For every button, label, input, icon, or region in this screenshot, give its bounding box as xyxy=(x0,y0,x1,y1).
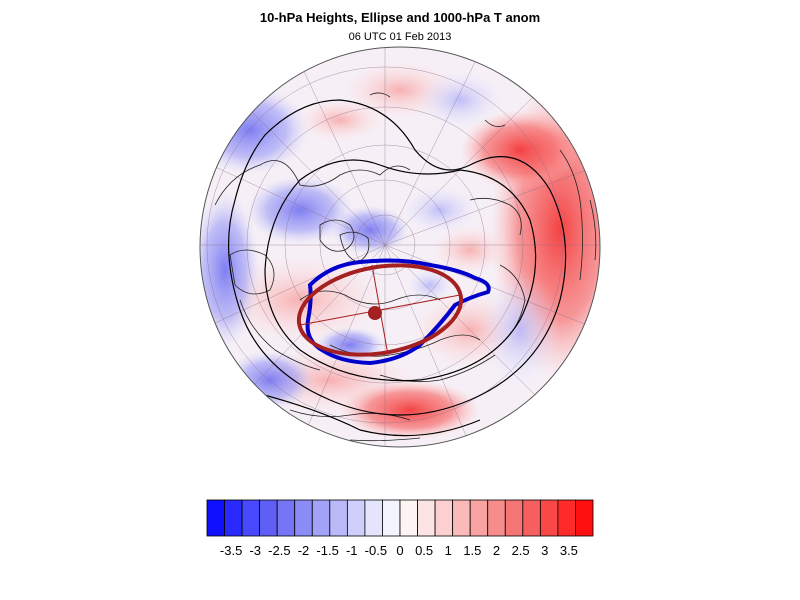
colorbar-swatch xyxy=(399,499,418,537)
colorbar-tick-label: 2.5 xyxy=(512,543,530,558)
colorbar-swatch xyxy=(206,499,225,537)
colorbar-tick-label: 0.5 xyxy=(415,543,433,558)
colorbar-swatch xyxy=(539,499,559,537)
map-subtitle: 06 UTC 01 Feb 2013 xyxy=(348,31,452,43)
colorbar-swatch xyxy=(434,499,454,537)
colorbar-swatch xyxy=(364,499,383,537)
colorbar-swatch xyxy=(504,499,524,537)
colorbar-tick-label: -1 xyxy=(346,543,358,558)
colorbar-tick-label: 2 xyxy=(493,543,500,558)
colorbar-swatch xyxy=(557,499,576,537)
colorbar-swatch xyxy=(382,499,401,537)
colorbar-swatch xyxy=(294,499,313,537)
colorbar-labels: -3.5 -3 -2.5 -2 -1.5 -1 -0.5 0 0.5 1 1.5 2 2.5 3 3.5 xyxy=(220,543,578,558)
colorbar-tick-label: -3.5 xyxy=(220,543,242,558)
height-contour-inner xyxy=(264,159,537,382)
colorbar-tick-label: 3.5 xyxy=(560,543,578,558)
colorbar-tick-label: 1 xyxy=(445,543,452,558)
colorbar-tick-label: -3 xyxy=(249,543,261,558)
colorbar-swatch xyxy=(346,499,366,537)
colorbar-tick-label: -2.5 xyxy=(268,543,290,558)
colorbar-swatch xyxy=(224,499,243,537)
colorbar-swatch xyxy=(487,499,506,537)
colorbar-tick-label: -2 xyxy=(298,543,310,558)
ellipse-center-marker xyxy=(368,306,382,320)
colorbar-swatch xyxy=(417,499,436,537)
colorbar-swatch xyxy=(469,499,489,537)
colorbar-tick-label: -1.5 xyxy=(316,543,338,558)
map-title: 10-hPa Heights, Ellipse and 1000-hPa T a… xyxy=(259,10,541,25)
colorbar-swatch xyxy=(329,499,348,537)
colorbar-swatch xyxy=(311,499,331,537)
colorbar-swatch xyxy=(259,499,278,537)
colorbar-swatch xyxy=(276,499,296,537)
colorbar-swatch xyxy=(575,499,594,537)
colorbar-swatch xyxy=(241,499,261,537)
colorbar-tick-label: 0 xyxy=(396,543,403,558)
globe-outline xyxy=(199,46,601,448)
colorbar-tick-label: 3 xyxy=(541,543,548,558)
colorbar-swatch xyxy=(522,499,541,537)
height-contour-outer xyxy=(227,99,567,416)
colorbar-tick-label: 1.5 xyxy=(463,543,481,558)
colorbar-swatch xyxy=(452,499,471,537)
colorbar-tick-label: -0.5 xyxy=(365,543,387,558)
colorbar-swatches xyxy=(206,499,594,537)
